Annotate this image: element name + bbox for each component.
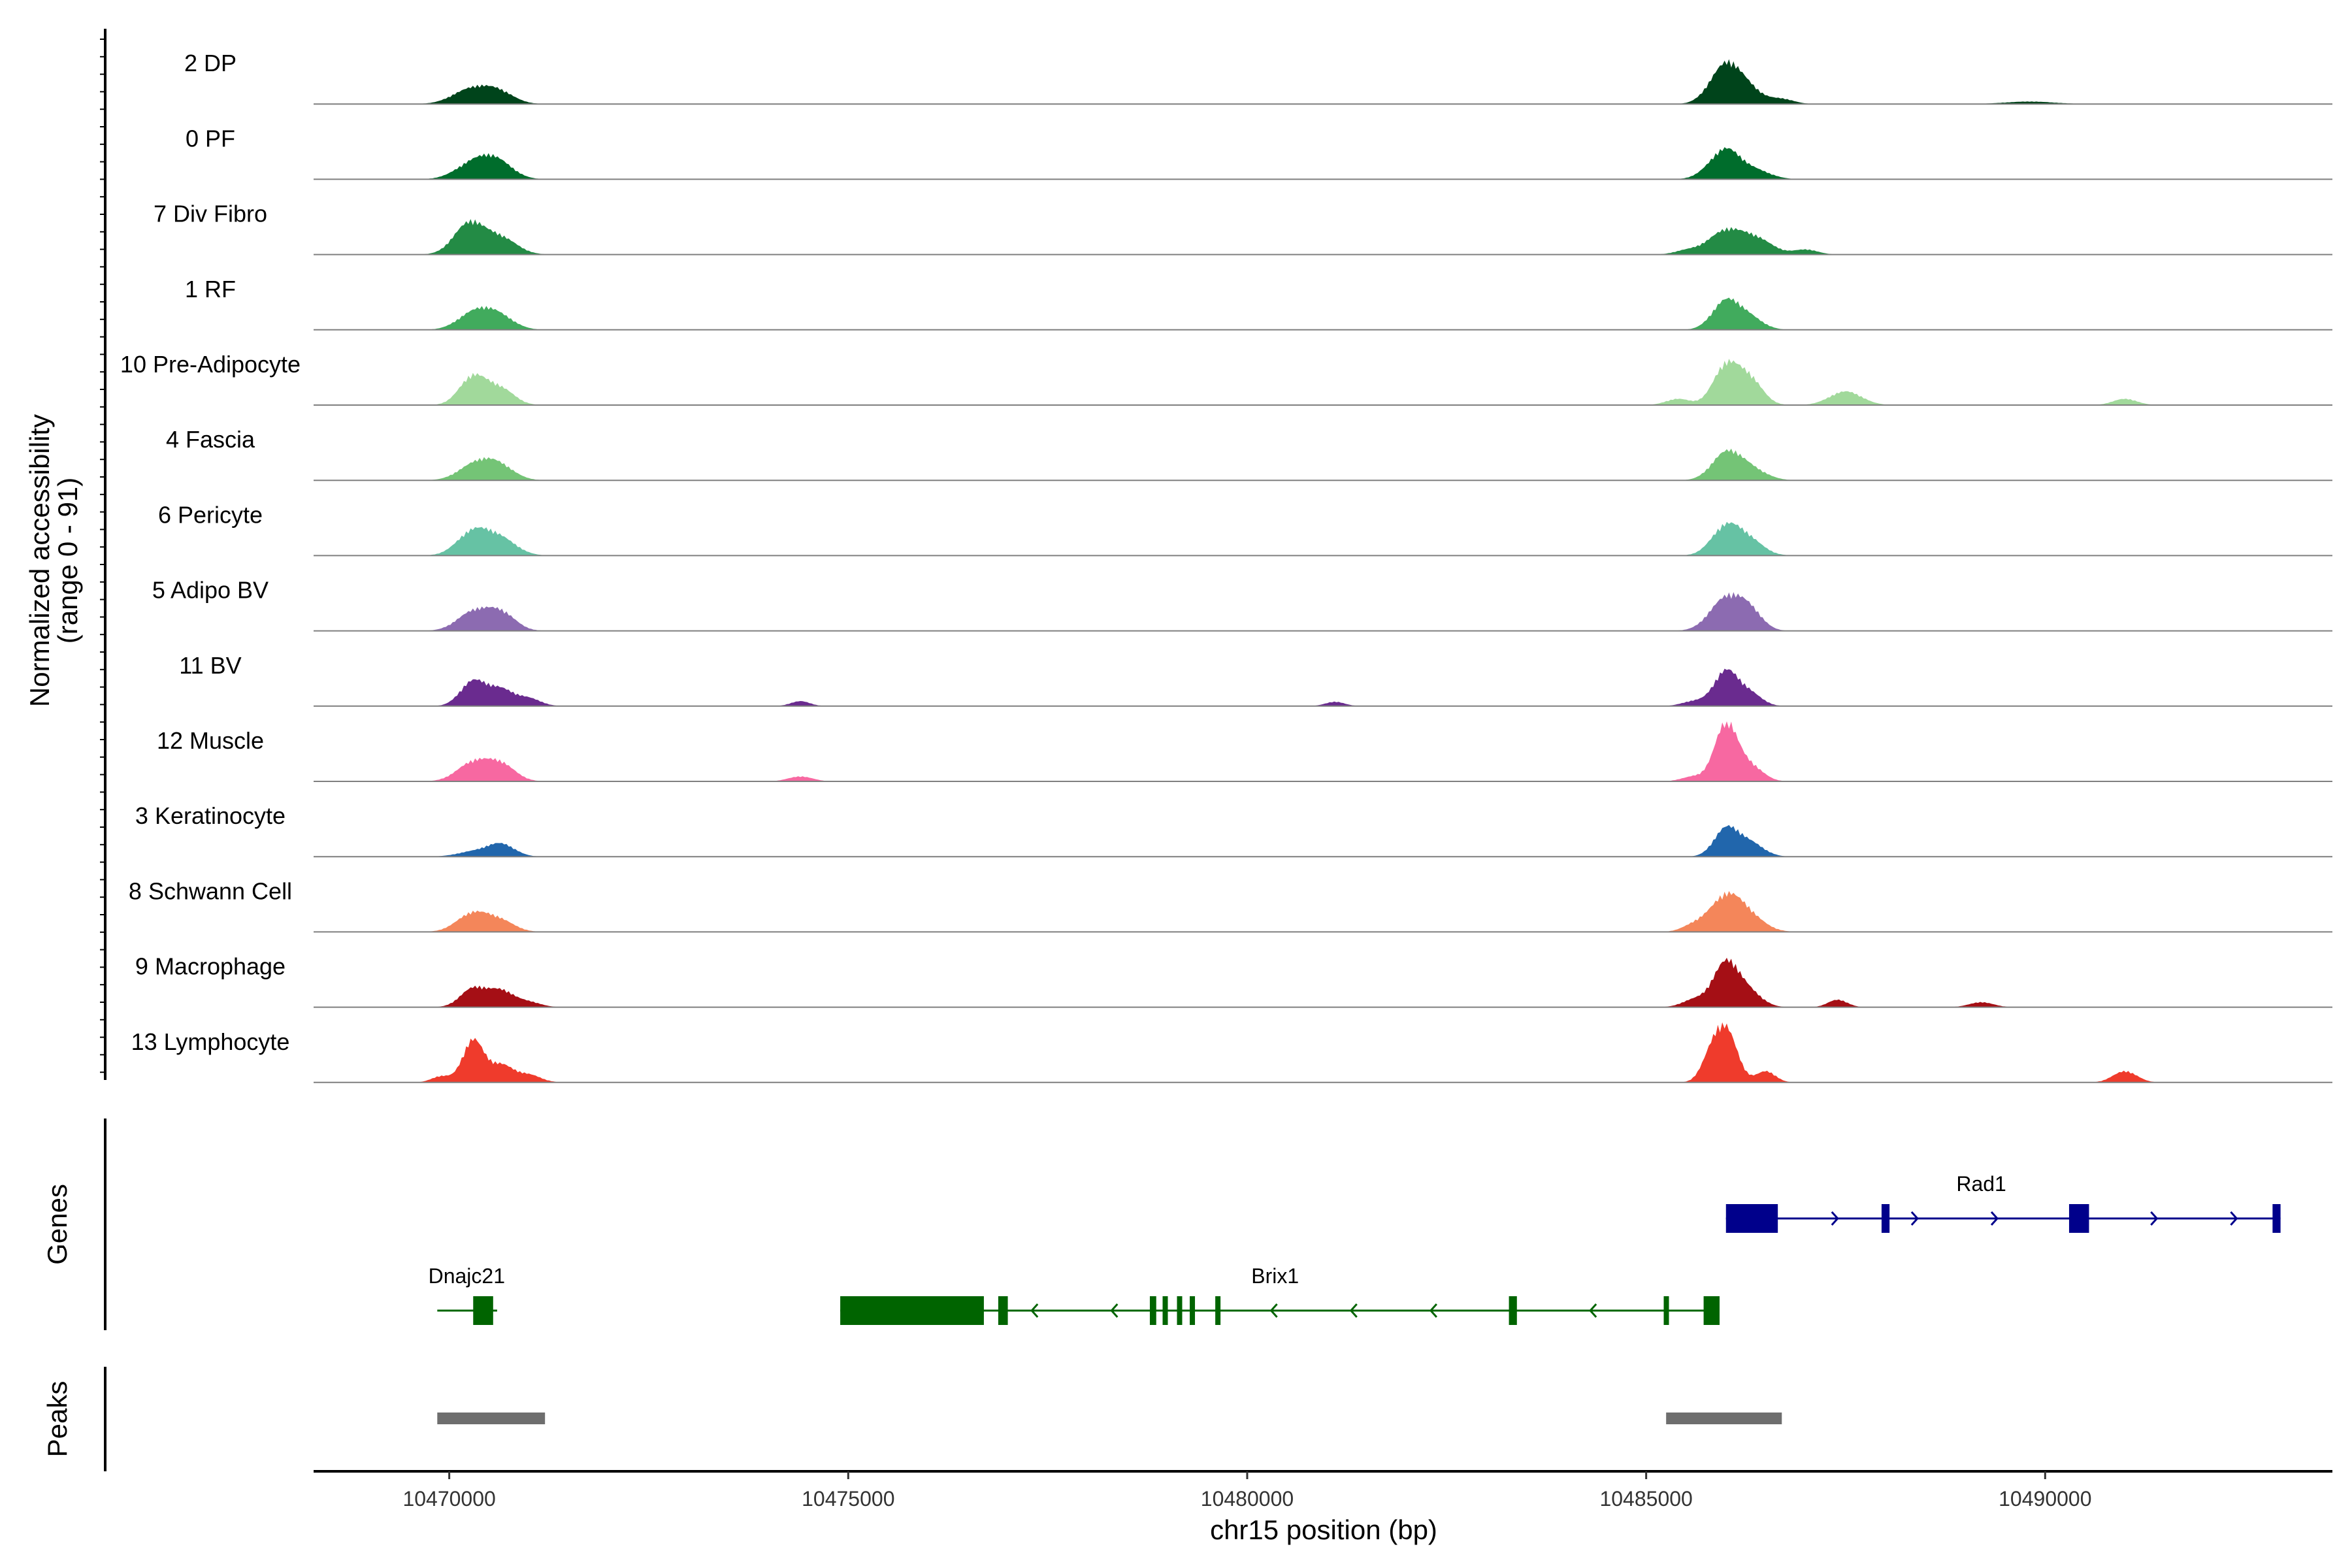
- gene-exon: [1725, 1204, 1778, 1233]
- coverage-track: 9 Macrophage: [135, 953, 2332, 1008]
- strand-arrow: [1589, 1303, 1597, 1318]
- strand-arrow: [1349, 1303, 1358, 1318]
- track-label: 2 DP: [184, 50, 237, 76]
- gene-model: Rad1: [1725, 1172, 2281, 1233]
- strand-arrow: [1910, 1211, 1919, 1226]
- x-axis-ticks: 10470000 10475000 10480000 10485000 10490000: [402, 1471, 2092, 1511]
- track-label: 10 Pre-Adipocyte: [120, 351, 301, 378]
- coverage-area: [314, 957, 2332, 1007]
- track-label: 13 Lymphocyte: [131, 1028, 290, 1055]
- coverage-track: 3 Keratinocyte: [135, 802, 2332, 858]
- coverage-track: 13 Lymphocyte: [131, 1022, 2332, 1083]
- coverage-track: 10 Pre-Adipocyte: [120, 351, 2332, 406]
- gene-exon: [998, 1296, 1008, 1325]
- track-label: 5 Adipo BV: [152, 577, 269, 604]
- track-label: 12 Muscle: [157, 727, 264, 754]
- gene-exon: [1215, 1296, 1221, 1325]
- gene-exon: [1703, 1296, 1720, 1325]
- gene-exon: [2068, 1204, 2089, 1233]
- coverage-track: 4 Fascia: [166, 426, 2332, 482]
- y-axis-range-label: (range 0 - 91): [52, 478, 83, 644]
- coverage-track: 5 Adipo BV: [152, 577, 2332, 632]
- coverage-area: [314, 890, 2332, 932]
- coverage-area: [314, 592, 2332, 631]
- coverage-area: [314, 147, 2332, 180]
- strand-arrow: [1990, 1211, 1999, 1226]
- gene-exon: [1149, 1296, 1156, 1325]
- coverage-track: 12 Muscle: [157, 721, 2332, 782]
- gene-exon: [1881, 1204, 1890, 1233]
- gene-name-label: Brix1: [1251, 1264, 1299, 1288]
- strand-arrow: [1831, 1211, 1839, 1226]
- coverage-area: [314, 721, 2332, 781]
- track-label: 9 Macrophage: [135, 953, 286, 980]
- coverage-track: 8 Schwann Cell: [129, 877, 2332, 933]
- gene-exon: [1663, 1296, 1669, 1325]
- gene-name-label: Dnajc21: [429, 1264, 505, 1288]
- gene-exon: [1177, 1296, 1183, 1325]
- x-tick-label: 10480000: [1201, 1487, 1294, 1511]
- y-axis-title: Normalized accessibility: [24, 414, 55, 707]
- gene-exon: [1162, 1296, 1168, 1325]
- gene-name-label: Rad1: [1956, 1172, 2006, 1196]
- gene-exon: [2272, 1204, 2281, 1233]
- track-label: 4 Fascia: [166, 426, 255, 453]
- coverage-area: [314, 448, 2332, 481]
- coverage-track: 0 PF: [186, 125, 2332, 180]
- coverage-track: 6 Pericyte: [158, 501, 2332, 557]
- track-label: 6 Pericyte: [158, 501, 263, 528]
- track-label: 11 BV: [179, 652, 241, 679]
- genes-panel-label: Genes: [42, 1184, 73, 1265]
- coverage-area: [314, 521, 2332, 556]
- coverage-track: 7 Div Fibro: [154, 201, 2332, 255]
- gene-exon: [1509, 1296, 1517, 1325]
- coverage-area: [314, 59, 2332, 105]
- x-tick-label: 10485000: [1599, 1487, 1692, 1511]
- strand-arrow: [1429, 1303, 1437, 1318]
- coverage-track: 11 BV: [179, 652, 2332, 707]
- coverage-area: [314, 297, 2332, 330]
- gene-exon: [1190, 1296, 1196, 1325]
- track-label: 0 PF: [186, 125, 235, 152]
- track-label: 3 Keratinocyte: [135, 802, 286, 829]
- coverage-area: [314, 1022, 2332, 1083]
- coverage-track: 2 DP: [184, 50, 2332, 105]
- coverage-area: [314, 359, 2332, 405]
- x-tick-label: 10490000: [1999, 1487, 2091, 1511]
- x-axis-title: chr15 position (bp): [1210, 1514, 1437, 1545]
- coverage-area: [314, 825, 2332, 857]
- peak-region: [1666, 1413, 1782, 1424]
- track-label: 1 RF: [185, 276, 236, 302]
- coverage-track: 1 RF: [185, 276, 2332, 331]
- gene-model: Brix1: [840, 1264, 1720, 1325]
- gene-annotations: Rad1 Brix1 Dnajc21: [429, 1172, 2281, 1325]
- coverage-tracks: 2 DP 0 PF 7 Div Fibro 1 RF 10 Pre-Adipocyte 4…: [120, 50, 2332, 1083]
- strand-arrow: [2230, 1211, 2238, 1226]
- gene-model: Dnajc21: [429, 1264, 505, 1325]
- coverage-area: [314, 668, 2332, 706]
- x-tick-label: 10470000: [402, 1487, 495, 1511]
- strand-arrow: [1030, 1303, 1039, 1318]
- strand-arrow: [1269, 1303, 1278, 1318]
- peak-annotations: [437, 1413, 1782, 1424]
- peak-region: [437, 1413, 546, 1424]
- coverage-area: [314, 219, 2332, 255]
- peaks-panel-label: Peaks: [42, 1381, 73, 1458]
- track-label: 8 Schwann Cell: [129, 877, 292, 904]
- x-tick-label: 10475000: [802, 1487, 894, 1511]
- coverage-y-axis-ticks: [100, 39, 105, 1073]
- strand-arrow: [1110, 1303, 1119, 1318]
- track-label: 7 Div Fibro: [154, 201, 267, 227]
- gene-exon: [473, 1296, 493, 1325]
- strand-arrow: [2150, 1211, 2159, 1226]
- gene-exon: [840, 1296, 984, 1325]
